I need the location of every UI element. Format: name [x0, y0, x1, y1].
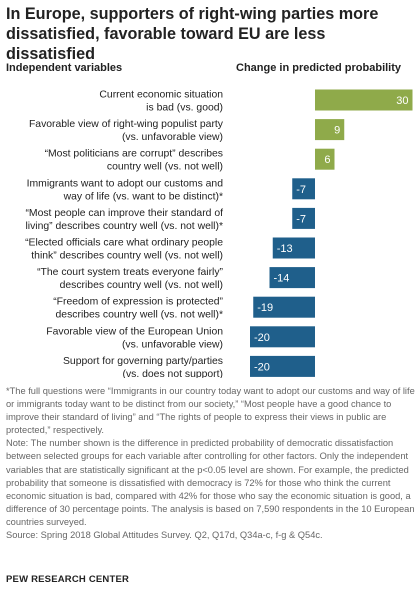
bar-row: Favorable view of the European Union (vs.… [46, 326, 315, 350]
footnotes: *The full questions were “Immigrants in … [6, 385, 416, 542]
bar-value-label: -20 [254, 361, 270, 373]
bar-value-label: -7 [296, 213, 306, 225]
bar-value-label: -20 [254, 332, 270, 344]
bar-value-label: -7 [296, 184, 306, 196]
bar-row: Favorable view of right-wing populist pa… [29, 119, 345, 143]
category-label: Support for governing party/parties (vs. … [63, 356, 223, 378]
bar-negative [250, 326, 315, 348]
category-label: “The court system treats everyone fairly… [37, 267, 223, 291]
header-change-in-probability: Change in predicted probability [236, 62, 402, 74]
bar-row: “Freedom of expression is protected” desc… [53, 296, 315, 321]
bar-chart: Current economic situation is bad (vs. go… [25, 89, 413, 378]
footnote-questions: *The full questions were “Immigrants in … [6, 386, 415, 436]
category-label: “Most people can improve their standard … [25, 208, 223, 232]
bar-value-label: 30 [396, 95, 408, 107]
bar-row: Current economic situation is bad (vs. go… [99, 89, 413, 114]
bar-negative [253, 296, 315, 318]
category-label: Immigrants want to adopt our customs and… [27, 178, 224, 202]
category-label: Favorable view of the European Union (vs.… [46, 326, 223, 350]
chart-title: In Europe, supporters of right-wing part… [6, 5, 379, 63]
bar-positive [315, 119, 345, 141]
bar-negative [269, 267, 315, 289]
bar-positive [315, 148, 335, 170]
bar-row: “Most people can improve their standard … [25, 207, 315, 232]
bar-value-label: -13 [277, 243, 293, 255]
bar-value-label: 9 [334, 125, 340, 137]
bar-negative [292, 207, 315, 229]
bar-row: Immigrants want to adopt our customs and… [27, 178, 315, 202]
category-label: Favorable view of right-wing populist pa… [29, 119, 224, 143]
bar-row: “Most politicians are corrupt” describes… [45, 148, 335, 173]
bar-value-label: 6 [324, 154, 330, 166]
category-label: Current economic situation is bad (vs. go… [99, 90, 223, 114]
category-label: “Freedom of expression is protected” desc… [53, 297, 223, 321]
footnote-source: Source: Spring 2018 Global Attitudes Sur… [6, 530, 323, 541]
bar-value-label: -14 [274, 273, 290, 285]
bar-negative [292, 178, 315, 200]
footnote-note: Note: The number shown is the difference… [6, 438, 415, 527]
bar-row: Support for governing party/parties (vs. … [63, 355, 315, 378]
bar-negative [272, 237, 315, 259]
header-independent-variables: Independent variables [6, 62, 123, 74]
bar-value-label: -19 [257, 302, 273, 314]
bar-row: “The court system treats everyone fairly… [37, 267, 315, 291]
category-label: “Elected officials care what ordinary pe… [25, 238, 223, 262]
category-label: “Most politicians are corrupt” describes… [45, 149, 223, 173]
bar-row: “Elected officials care what ordinary pe… [25, 237, 315, 262]
brand-pew-research-center: PEW RESEARCH CENTER [6, 574, 130, 585]
bar-positive [315, 89, 413, 111]
bar-negative [250, 355, 315, 377]
